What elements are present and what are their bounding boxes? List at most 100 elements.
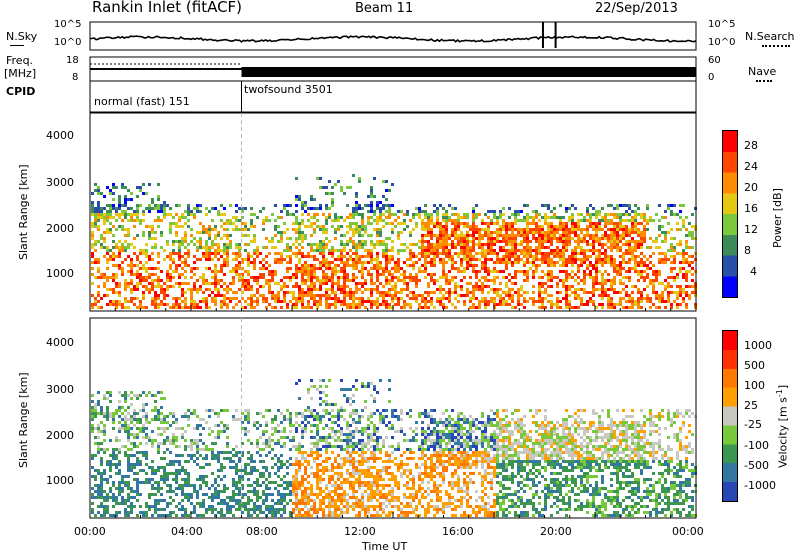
- power-cell: [283, 249, 286, 252]
- velocity-cell: [271, 421, 274, 424]
- velocity-cell: [148, 436, 151, 439]
- power-cell: [307, 207, 310, 210]
- power-cell: [466, 294, 469, 297]
- power-cell: [376, 243, 379, 246]
- velocity-cell: [271, 457, 274, 460]
- power-cell: [541, 234, 544, 237]
- power-cell: [364, 255, 367, 258]
- velocity-cell: [313, 502, 316, 505]
- power-cell: [622, 306, 625, 309]
- power-cell: [247, 282, 250, 285]
- power-cell: [550, 300, 553, 303]
- power-cell: [412, 279, 415, 282]
- power-cell: [358, 303, 361, 306]
- velocity-cell: [307, 511, 310, 514]
- power-cell: [94, 189, 97, 192]
- power-cell: [529, 246, 532, 249]
- velocity-cell: [139, 409, 142, 412]
- power-cell: [418, 258, 421, 261]
- velocity-cell: [283, 493, 286, 496]
- power-cell: [289, 279, 292, 282]
- power-cell: [619, 204, 622, 207]
- velocity-cell: [109, 469, 112, 472]
- power-cell: [601, 288, 604, 291]
- power-cell: [157, 195, 160, 198]
- power-cell: [388, 273, 391, 276]
- power-cell: [109, 228, 112, 231]
- velocity-cell: [181, 493, 184, 496]
- velocity-cell: [184, 514, 187, 517]
- power-cell: [559, 237, 562, 240]
- power-cell: [355, 267, 358, 270]
- velocity-cell: [187, 475, 190, 478]
- power-cell: [241, 261, 244, 264]
- power-cell: [172, 297, 175, 300]
- velocity-cell: [124, 397, 127, 400]
- velocity-cell: [235, 493, 238, 496]
- power-cell: [313, 270, 316, 273]
- power-cell: [238, 276, 241, 279]
- velocity-cell: [199, 475, 202, 478]
- power-cell: [112, 186, 115, 189]
- power-cell: [556, 303, 559, 306]
- power-cell: [679, 291, 682, 294]
- power-cell: [676, 297, 679, 300]
- power-cell: [292, 306, 295, 309]
- velocity-cell: [118, 487, 121, 490]
- power-cell: [448, 216, 451, 219]
- power-cell: [670, 237, 673, 240]
- power-cell: [382, 243, 385, 246]
- power-cell: [205, 243, 208, 246]
- power-cell: [436, 279, 439, 282]
- velocity-cell: [268, 481, 271, 484]
- power-cell: [499, 234, 502, 237]
- power-cell: [334, 270, 337, 273]
- velocity-cell: [211, 409, 214, 412]
- power-cell: [121, 273, 124, 276]
- velocity-cell: [121, 406, 124, 409]
- power-cell: [385, 264, 388, 267]
- power-cell: [370, 288, 373, 291]
- power-cell: [304, 294, 307, 297]
- power-cell: [328, 294, 331, 297]
- power-cell: [475, 237, 478, 240]
- power-cell: [322, 240, 325, 243]
- power-cell: [502, 261, 505, 264]
- velocity-cell: [100, 457, 103, 460]
- power-cell: [175, 213, 178, 216]
- velocity-cell: [313, 385, 316, 388]
- power-cell: [556, 276, 559, 279]
- velocity-cell: [223, 499, 226, 502]
- power-cell: [313, 216, 316, 219]
- velocity-cell: [265, 484, 268, 487]
- velocity-cell: [202, 475, 205, 478]
- power-cell: [310, 276, 313, 279]
- power-cell: [520, 285, 523, 288]
- power-cell: [280, 231, 283, 234]
- power-cell: [376, 303, 379, 306]
- power-cell: [115, 273, 118, 276]
- power-cell: [475, 228, 478, 231]
- power-cell: [553, 252, 556, 255]
- power-cell: [328, 276, 331, 279]
- power-cell: [445, 237, 448, 240]
- power-cell: [409, 297, 412, 300]
- velocity-cell: [127, 499, 130, 502]
- power-cell: [118, 285, 121, 288]
- power-cell: [490, 231, 493, 234]
- power-cell: [505, 252, 508, 255]
- power-cell: [421, 297, 424, 300]
- power-cell: [601, 285, 604, 288]
- power-cell: [448, 288, 451, 291]
- power-cell: [136, 270, 139, 273]
- power-cell: [634, 222, 637, 225]
- power-cell: [277, 240, 280, 243]
- power-cell: [340, 267, 343, 270]
- velocity-cell: [124, 445, 127, 448]
- power-cell: [424, 246, 427, 249]
- velocity-cell: [253, 424, 256, 427]
- power-cell: [169, 207, 172, 210]
- power-cell: [625, 204, 628, 207]
- power-cell: [571, 285, 574, 288]
- velocity-cell: [271, 511, 274, 514]
